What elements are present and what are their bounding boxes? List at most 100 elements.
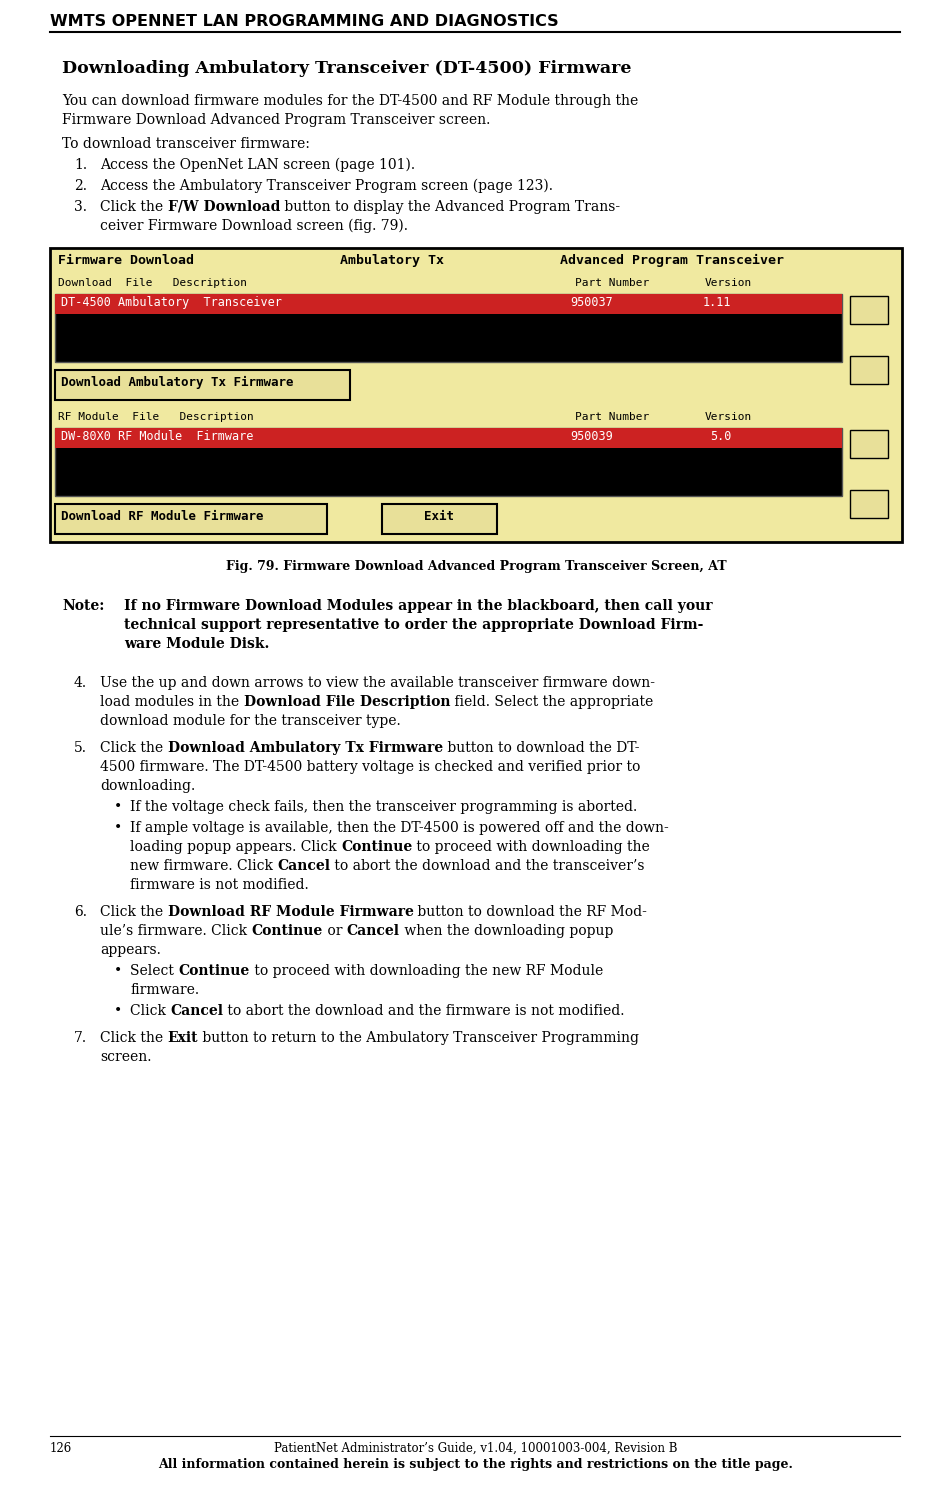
Text: F/W Download: F/W Download: [167, 199, 280, 214]
Bar: [55, 295, 842, 314]
Text: To download transceiver firmware:: To download transceiver firmware:: [62, 137, 310, 150]
Text: Click: Click: [130, 1004, 170, 1018]
Text: Continue: Continue: [252, 924, 323, 937]
Text: Cancel: Cancel: [170, 1004, 223, 1018]
Text: field. Select the appropriate: field. Select the appropriate: [450, 695, 654, 708]
Text: downloading.: downloading.: [100, 780, 195, 793]
Text: 7.: 7.: [74, 1031, 87, 1045]
Text: screen.: screen.: [100, 1051, 151, 1064]
Text: 5.: 5.: [74, 741, 87, 754]
Text: All information contained herein is subject to the rights and restrictions on th: All information contained herein is subj…: [159, 1458, 793, 1472]
Text: Exit: Exit: [424, 510, 454, 522]
Text: 6.: 6.: [74, 905, 87, 920]
Text: Advanced Program Transceiver: Advanced Program Transceiver: [560, 254, 784, 266]
Text: Note:: Note:: [62, 600, 104, 613]
Text: to abort the download and the transceiver’s: to abort the download and the transceive…: [331, 859, 645, 873]
Text: •: •: [114, 821, 122, 835]
Text: new firmware. Click: new firmware. Click: [130, 859, 277, 873]
Text: 2.: 2.: [74, 179, 87, 193]
Text: Download File Description: Download File Description: [243, 695, 450, 708]
Text: Download RF Module Firmware: Download RF Module Firmware: [61, 510, 264, 522]
Text: DW-80X0 RF Module  Firmware: DW-80X0 RF Module Firmware: [61, 430, 254, 443]
Text: Click the: Click the: [100, 905, 167, 920]
Text: If the voltage check fails, then the transceiver programming is aborted.: If the voltage check fails, then the tra…: [130, 801, 638, 814]
Text: Cancel: Cancel: [346, 924, 400, 937]
Text: 1.: 1.: [74, 158, 87, 173]
Bar: [55, 429, 842, 496]
Bar: [55, 504, 327, 534]
Text: Download Ambulatory Tx Firmware: Download Ambulatory Tx Firmware: [61, 376, 294, 388]
Text: button to download the RF Mod-: button to download the RF Mod-: [413, 905, 647, 920]
Text: Part Number: Part Number: [575, 412, 649, 423]
Text: ↑: ↑: [863, 432, 875, 446]
Text: Firmware Download Advanced Program Transceiver screen.: Firmware Download Advanced Program Trans…: [62, 113, 490, 126]
Text: to proceed with downloading the new RF Module: to proceed with downloading the new RF M…: [250, 964, 603, 978]
Text: •: •: [114, 801, 122, 814]
Text: 4.: 4.: [74, 676, 87, 690]
Bar: [50, 248, 902, 568]
Text: Click the: Click the: [100, 1031, 167, 1045]
Text: Version: Version: [705, 412, 752, 423]
Text: 4500 firmware. The DT-4500 battery voltage is checked and verified prior to: 4500 firmware. The DT-4500 battery volta…: [100, 760, 640, 774]
Text: Download Ambulatory Tx Firmware: Download Ambulatory Tx Firmware: [167, 741, 442, 754]
Bar: [50, 248, 902, 542]
Text: load modules in the: load modules in the: [100, 695, 243, 708]
Text: WMTS OPENNET LAN PROGRAMMING AND DIAGNOSTICS: WMTS OPENNET LAN PROGRAMMING AND DIAGNOS…: [50, 13, 559, 28]
Bar: [850, 296, 888, 324]
Text: ceiver Firmware Download screen (fig. 79).: ceiver Firmware Download screen (fig. 79…: [100, 219, 408, 234]
Text: If no Firmware Download Modules appear in the blackboard, then call your: If no Firmware Download Modules appear i…: [124, 600, 713, 613]
Bar: [382, 504, 497, 534]
Text: technical support representative to order the appropriate Download Firm-: technical support representative to orde…: [124, 618, 703, 632]
Text: Downloading Ambulatory Transceiver (DT-4500) Firmware: Downloading Ambulatory Transceiver (DT-4…: [62, 60, 632, 77]
Text: 5.0: 5.0: [710, 430, 731, 443]
Text: 1.11: 1.11: [703, 296, 731, 310]
Text: Access the Ambulatory Transceiver Program screen (page 123).: Access the Ambulatory Transceiver Progra…: [100, 179, 553, 193]
Text: Ambulatory Tx: Ambulatory Tx: [340, 254, 444, 266]
Text: Continue: Continue: [178, 964, 250, 978]
Text: •: •: [114, 1004, 122, 1018]
Text: •: •: [114, 964, 122, 978]
Text: Firmware Download: Firmware Download: [58, 254, 194, 266]
Text: Download  File   Description: Download File Description: [58, 278, 247, 289]
Text: 950037: 950037: [570, 296, 613, 310]
Text: or: or: [323, 924, 346, 937]
Text: ule’s firmware. Click: ule’s firmware. Click: [100, 924, 252, 937]
Bar: [850, 356, 888, 384]
Bar: [850, 430, 888, 458]
Text: PatientNet Administrator’s Guide, v1.04, 10001003-004, Revision B: PatientNet Administrator’s Guide, v1.04,…: [274, 1442, 678, 1455]
Text: RF Module  File   Description: RF Module File Description: [58, 412, 254, 423]
Text: ware Module Disk.: ware Module Disk.: [124, 637, 269, 652]
Text: Fig. 79. Firmware Download Advanced Program Transceiver Screen, AT: Fig. 79. Firmware Download Advanced Prog…: [225, 559, 726, 573]
Text: download module for the transceiver type.: download module for the transceiver type…: [100, 714, 401, 728]
Text: Exit: Exit: [167, 1031, 198, 1045]
Text: Select: Select: [130, 964, 178, 978]
Text: button to display the Advanced Program Trans-: button to display the Advanced Program T…: [280, 199, 620, 214]
Text: loading popup appears. Click: loading popup appears. Click: [130, 841, 341, 854]
Text: 950039: 950039: [570, 430, 613, 443]
Text: ↓: ↓: [863, 493, 875, 507]
Bar: [55, 295, 842, 362]
Text: button to return to the Ambulatory Transceiver Programming: button to return to the Ambulatory Trans…: [198, 1031, 639, 1045]
Text: button to download the DT-: button to download the DT-: [442, 741, 639, 754]
Text: Access the OpenNet LAN screen (page 101).: Access the OpenNet LAN screen (page 101)…: [100, 158, 415, 173]
Text: Part Number: Part Number: [575, 278, 649, 289]
Text: Click the: Click the: [100, 199, 167, 214]
Text: Download RF Module Firmware: Download RF Module Firmware: [167, 905, 413, 920]
Bar: [850, 490, 888, 518]
Text: Version: Version: [705, 278, 752, 289]
Text: 3.: 3.: [74, 199, 87, 214]
Text: You can download firmware modules for the DT-4500 and RF Module through the: You can download firmware modules for th…: [62, 94, 639, 109]
Text: appears.: appears.: [100, 943, 161, 957]
Bar: [55, 371, 350, 400]
Text: Continue: Continue: [341, 841, 412, 854]
Text: 126: 126: [50, 1442, 72, 1455]
Text: Click the: Click the: [100, 741, 167, 754]
Text: when the downloading popup: when the downloading popup: [400, 924, 613, 937]
Text: Cancel: Cancel: [277, 859, 331, 873]
Text: ↑: ↑: [863, 298, 875, 312]
Text: DT-4500 Ambulatory  Transceiver: DT-4500 Ambulatory Transceiver: [61, 296, 282, 310]
Text: firmware is not modified.: firmware is not modified.: [130, 878, 309, 891]
Text: ↓: ↓: [863, 359, 875, 373]
Text: to proceed with downloading the: to proceed with downloading the: [412, 841, 650, 854]
Text: firmware.: firmware.: [130, 984, 199, 997]
